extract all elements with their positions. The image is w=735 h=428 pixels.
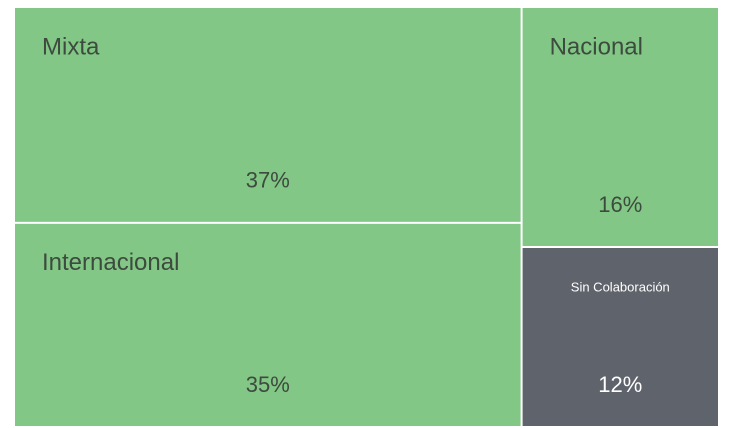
cell-label: Nacional: [550, 33, 643, 60]
cell-label: Mixta: [42, 33, 100, 60]
treemap-cell: [522, 8, 718, 246]
cell-value: 37%: [246, 168, 290, 193]
cell-value: 16%: [598, 192, 642, 217]
cell-value: 35%: [246, 372, 290, 397]
treemap-cell: [15, 223, 521, 426]
cell-label: Sin Colaboración: [571, 279, 670, 294]
treemap-cell: [522, 248, 718, 426]
treemap-cell: [15, 8, 521, 222]
cell-label: Internacional: [42, 249, 179, 276]
cell-value: 12%: [598, 372, 642, 397]
